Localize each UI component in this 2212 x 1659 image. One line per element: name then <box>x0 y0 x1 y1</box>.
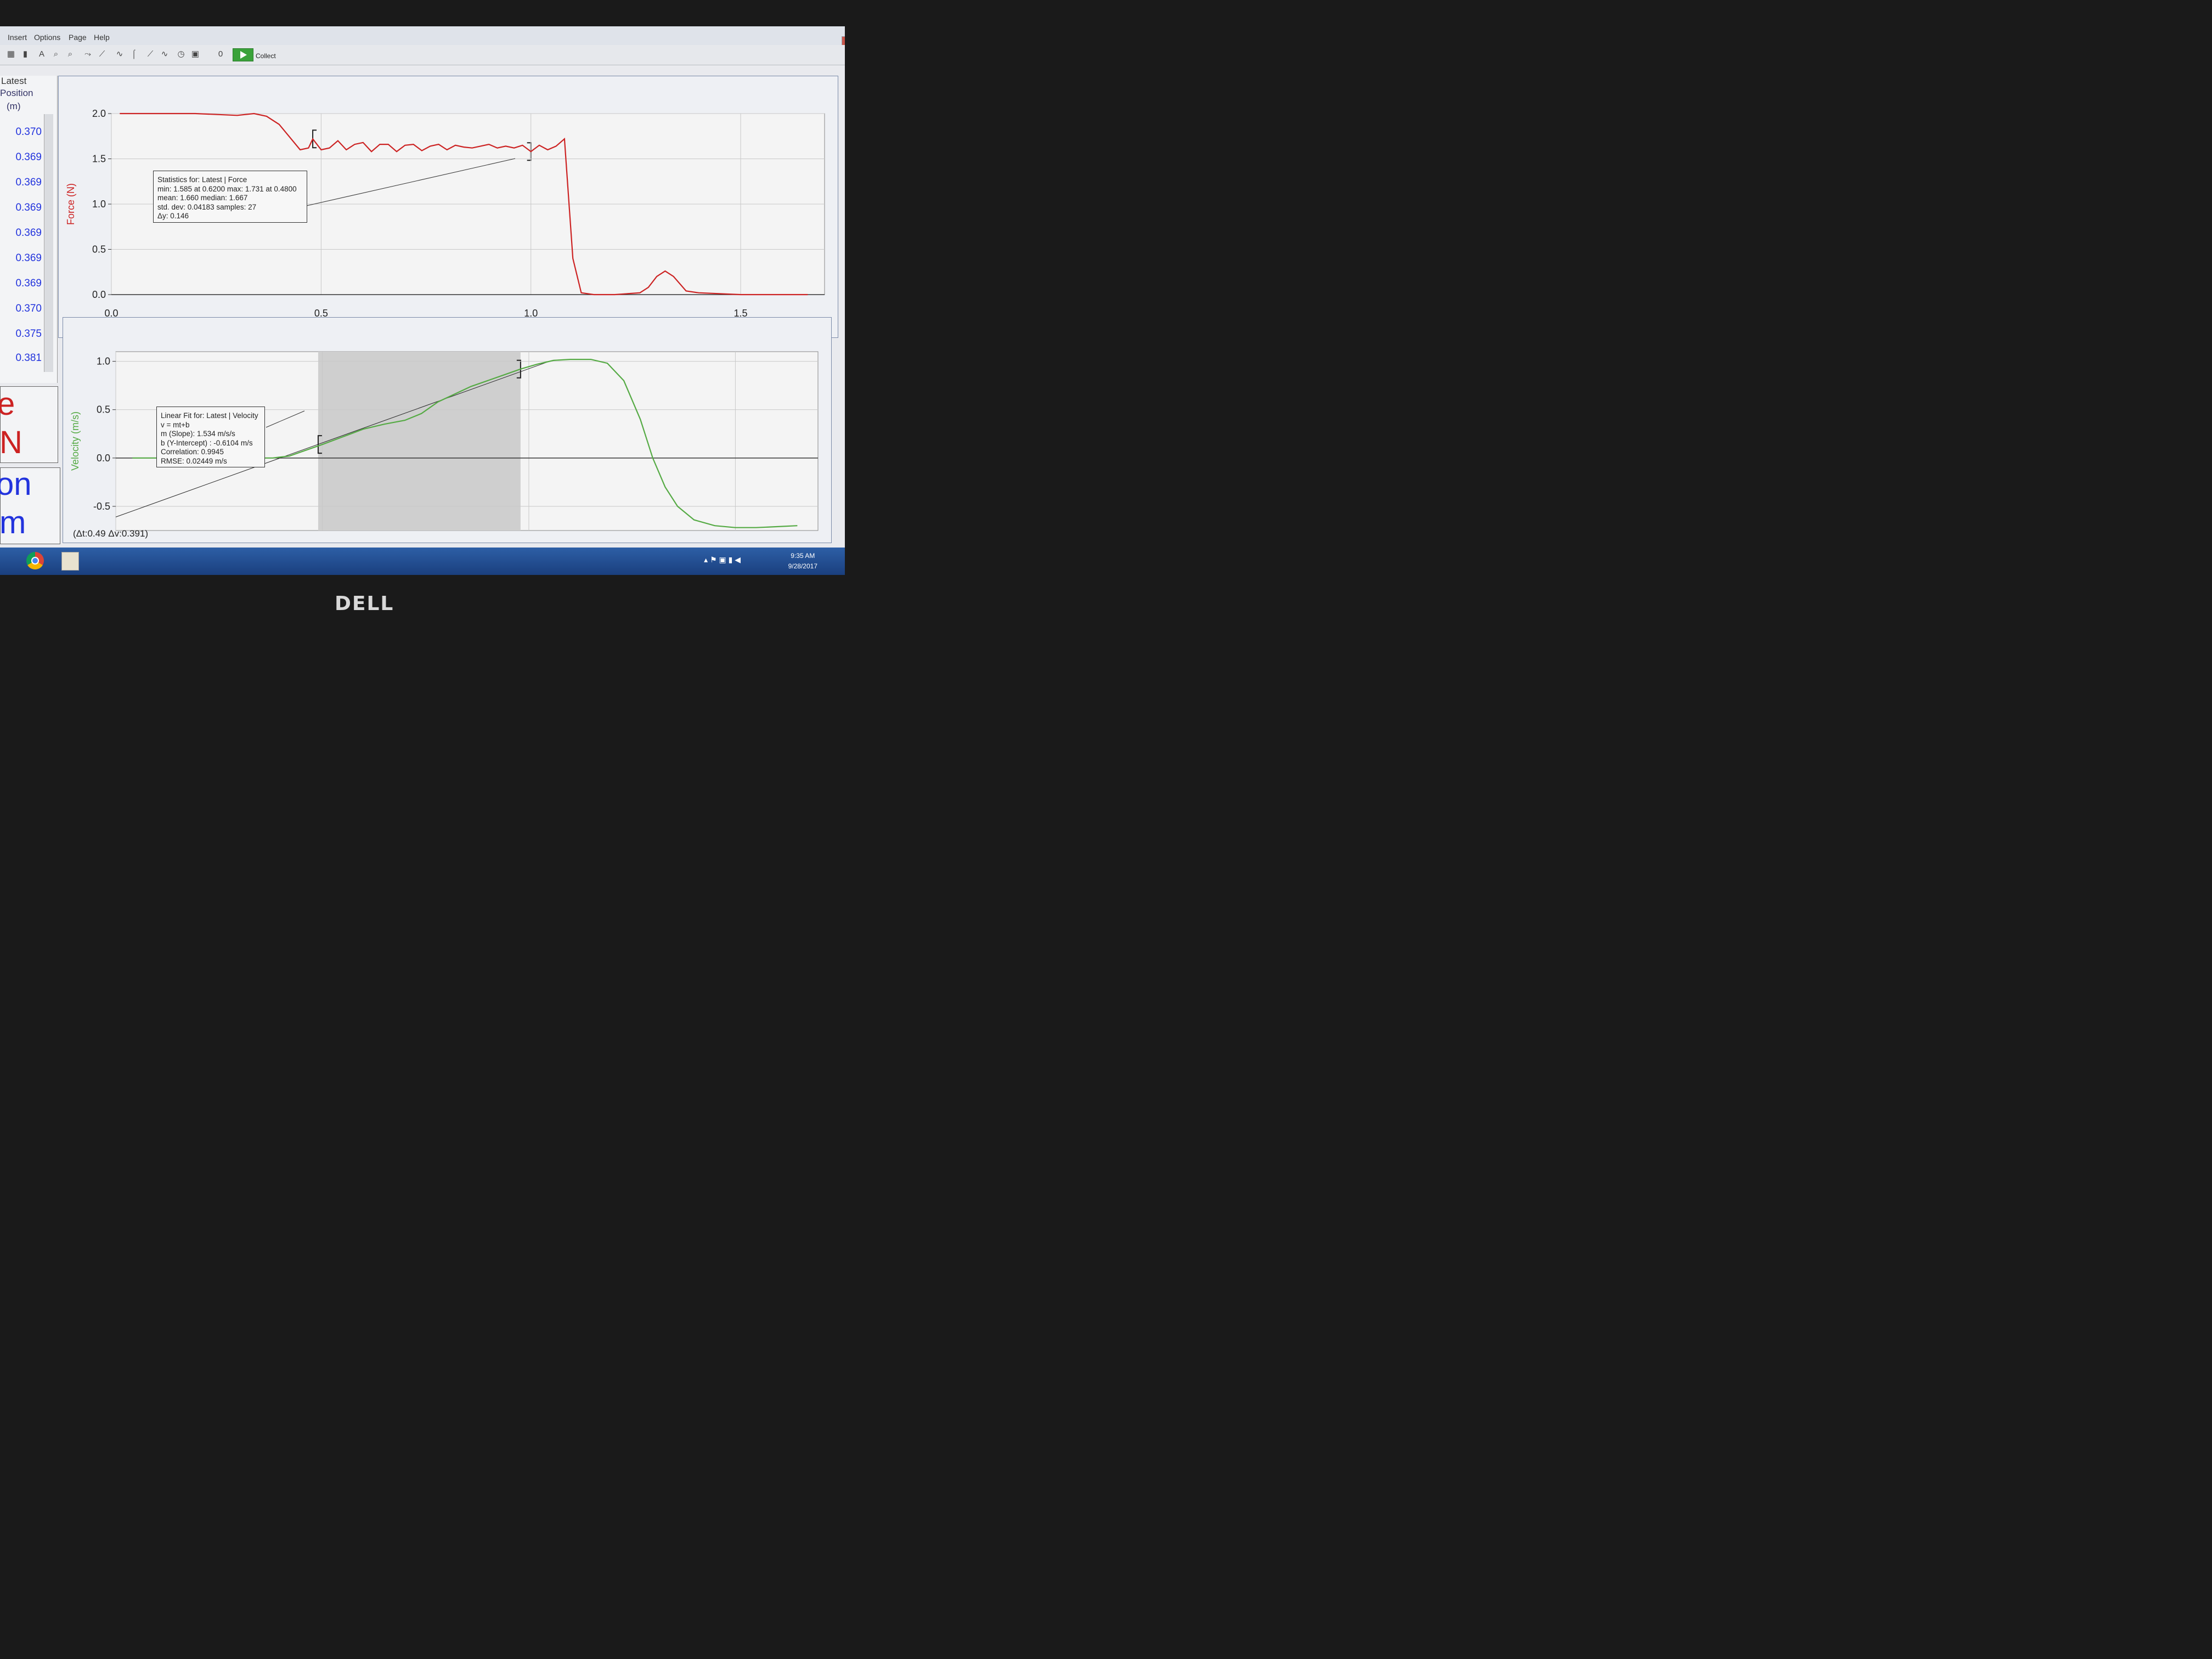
clock-date: 9/28/2017 <box>788 562 817 570</box>
curve-fit-icon[interactable]: ∿ <box>161 49 168 59</box>
stats-title: Statistics for: Latest | Force <box>157 176 247 184</box>
graph-options-icon[interactable]: ▣ <box>191 49 200 59</box>
position-meter[interactable]: on m <box>0 466 60 544</box>
zero-sensor-icon[interactable]: 0 <box>218 49 223 59</box>
y-tick-label: 0.0 <box>97 453 110 464</box>
y-tick-label: 1.0 <box>97 356 110 367</box>
table-icon[interactable]: ▦ <box>7 49 15 59</box>
stats-stddev: std. dev: 0.04183 samples: 27 <box>157 202 257 211</box>
y-axis-label: Force (N) <box>65 183 76 225</box>
y-tick-label: 1.0 <box>92 199 106 210</box>
fit-leader-line <box>266 410 305 428</box>
fit-correlation: Correlation: 0.9945 <box>161 448 224 456</box>
table-cell[interactable]: 0.369 <box>15 177 42 188</box>
clock-icon[interactable]: ◷ <box>177 49 185 59</box>
meter-label: e <box>0 386 15 422</box>
x-tick-label: 0.0 <box>104 308 118 319</box>
logger-pro-window: Insert Options Page Help –□✕ ▦ ▮ A ⌕ ⌕ ⤳… <box>0 26 845 575</box>
force-graph[interactable]: 0.00.51.01.50.00.51.01.52.0Time (s)Force… <box>58 76 838 338</box>
delta-readout: (Δt:0.49 Δv:0.391) <box>73 528 149 539</box>
table-cell[interactable]: 0.369 <box>15 252 42 264</box>
table-scrollbar[interactable] <box>44 114 53 372</box>
stats-leader-line <box>306 158 516 206</box>
fit-slope: m (Slope): 1.534 m/s/s <box>161 430 235 438</box>
x-tick-label: 0.5 <box>314 308 328 319</box>
force-series-line <box>120 112 808 296</box>
dell-logo: DELL <box>335 592 394 615</box>
statistics-box[interactable]: Statistics for: Latest | Force min: 1.58… <box>153 171 307 223</box>
collect-button[interactable] <box>233 48 253 61</box>
stats-delta: Δy: 0.146 <box>157 212 189 220</box>
x-tick-label: 1.0 <box>524 308 538 319</box>
integral-icon[interactable]: ⌠ <box>131 49 137 59</box>
selection-region <box>318 352 521 531</box>
menu-options[interactable]: Options <box>34 33 61 42</box>
linear-fit-icon[interactable]: ⟋ <box>147 49 154 59</box>
menu-help[interactable]: Help <box>94 33 110 42</box>
zoom-in-icon[interactable]: ⌕ <box>53 49 59 59</box>
statistics-icon[interactable]: ∿ <box>116 49 123 59</box>
menu-page[interactable]: Page <box>69 33 87 42</box>
taskbar-clock[interactable]: 9:35 AM 9/28/2017 <box>788 551 817 572</box>
meter-label: on <box>0 466 32 502</box>
linear-fit-box[interactable]: Linear Fit for: Latest | Velocity v = mt… <box>156 407 265 467</box>
velocity-series-line <box>132 358 798 528</box>
meter-unit: m <box>0 505 26 540</box>
fit-title: Linear Fit for: Latest | Velocity <box>161 411 258 420</box>
meter-unit: N <box>0 425 22 460</box>
fit-intercept: b (Y-Intercept) : -0.6104 m/s <box>161 438 253 447</box>
y-axis-label: Velocity (m/s) <box>70 411 81 471</box>
table-cell[interactable]: 0.369 <box>15 202 42 213</box>
tangent-icon[interactable]: ⟋ <box>99 49 105 59</box>
collect-label: Collect <box>256 52 276 60</box>
menu-insert[interactable]: Insert <box>8 33 27 42</box>
y-tick-label: -0.5 <box>93 501 110 512</box>
autoscale-icon[interactable]: A <box>38 49 44 59</box>
clock-time: 9:35 AM <box>791 552 815 560</box>
table-cell[interactable]: 0.370 <box>15 303 42 314</box>
stats-mean: mean: 1.660 median: 1.667 <box>157 194 248 202</box>
y-tick-label: 0.5 <box>97 404 110 415</box>
table-run-header: Latest <box>1 76 27 86</box>
menu-bar: Insert Options Page Help –□✕ <box>0 26 845 47</box>
zoom-out-icon[interactable]: ⌕ <box>67 49 73 59</box>
page-icon[interactable]: ▮ <box>22 49 28 59</box>
data-table: Latest Position (m) 0.370 0.369 0.369 0.… <box>0 76 58 383</box>
toolbar: ▦ ▮ A ⌕ ⌕ ⤳ ⟋ ∿ ⌠ ⟋ ∿ ◷ ▣ 0 Collect <box>0 45 845 65</box>
table-cell[interactable]: 0.370 <box>15 126 42 138</box>
tray-icons[interactable]: ▴ ⚑ ▣ ▮ ◀ <box>704 555 741 564</box>
chrome-icon[interactable] <box>26 552 44 569</box>
y-tick-label: 1.5 <box>92 154 106 165</box>
velocity-graph[interactable]: 0.00.51.01.5-0.50.00.51.0Time (s)Velocit… <box>63 317 832 569</box>
fit-rmse: RMSE: 0.02449 m/s <box>161 456 227 465</box>
logger-pro-icon[interactable] <box>61 552 79 571</box>
table-unit-header: (m) <box>7 101 21 111</box>
table-cell[interactable]: 0.381 <box>15 352 42 364</box>
stats-minmax: min: 1.585 at 0.6200 max: 1.731 at 0.480… <box>157 184 297 193</box>
table-cell[interactable]: 0.375 <box>15 328 42 340</box>
examine-icon[interactable]: ⤳ <box>84 49 91 59</box>
force-meter[interactable]: e N <box>0 386 58 463</box>
y-tick-label: 2.0 <box>92 108 106 119</box>
linear-fit-line <box>115 361 550 517</box>
table-column-header: Position <box>0 88 33 98</box>
x-tick-label: 1.5 <box>734 308 748 319</box>
taskbar: ▴ ⚑ ▣ ▮ ◀ 9:35 AM 9/28/2017 <box>0 548 845 575</box>
table-cell[interactable]: 0.369 <box>15 151 42 163</box>
table-cell[interactable]: 0.369 <box>15 227 42 239</box>
y-tick-label: 0.0 <box>92 289 106 300</box>
fit-equation: v = mt+b <box>161 420 190 429</box>
table-cell[interactable]: 0.369 <box>15 278 42 289</box>
y-tick-label: 0.5 <box>92 244 106 255</box>
